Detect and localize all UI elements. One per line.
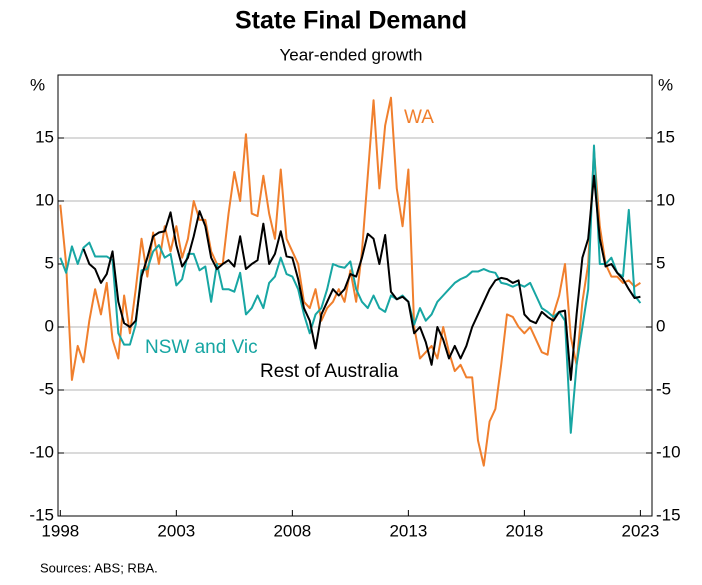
y-tick-label: 15 <box>35 127 54 146</box>
series-label: WA <box>404 107 434 128</box>
y-tick-label: 5 <box>45 253 54 272</box>
plot-frame <box>57 74 653 517</box>
series-line <box>59 144 642 434</box>
y-tick-label: -15 <box>656 505 681 524</box>
x-tick-label: 1998 <box>41 521 79 540</box>
x-tick-label: 2008 <box>273 521 311 540</box>
x-tick-label: 2013 <box>389 521 427 540</box>
x-tick-label: 2003 <box>157 521 195 540</box>
x-tick-label: 2023 <box>621 521 659 540</box>
y-tick-label: 15 <box>656 127 675 146</box>
source-note: Sources: ABS; RBA. <box>40 560 158 575</box>
x-tick-label: 2018 <box>505 521 543 540</box>
y-tick-label: -5 <box>39 379 54 398</box>
series-line <box>82 174 641 381</box>
chart-title: State Final Demand <box>235 7 467 35</box>
y-tick-label: -5 <box>656 379 671 398</box>
y-tick-label: 10 <box>35 190 54 209</box>
series-line <box>59 96 641 467</box>
y-tick-label: 0 <box>45 316 54 335</box>
y-tick-label: -15 <box>29 505 54 524</box>
y-unit-right: % <box>658 75 673 94</box>
y-tick-label: -10 <box>29 442 54 461</box>
y-tick-label: 10 <box>656 190 675 209</box>
y-tick-label: 5 <box>656 253 665 272</box>
y-tick-label: -10 <box>656 442 681 461</box>
y-tick-label: 0 <box>656 316 665 335</box>
y-unit-left: % <box>30 75 45 94</box>
series-label: Rest of Australia <box>260 361 399 382</box>
series-label: NSW and Vic <box>145 337 258 358</box>
chart-subtitle: Year-ended growth <box>279 45 422 64</box>
